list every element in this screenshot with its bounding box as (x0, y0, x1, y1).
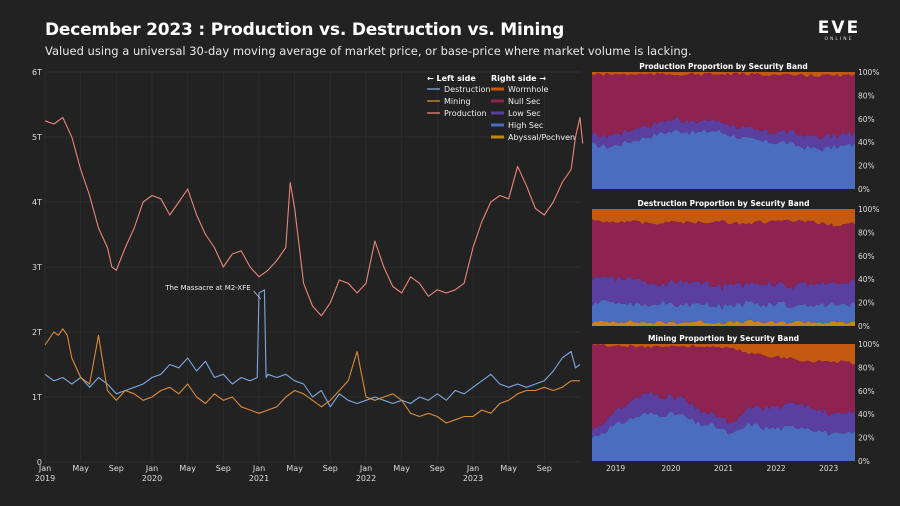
logo-text: EVE (817, 18, 861, 38)
eve-online-logo: EVE ONLINE (812, 18, 866, 43)
panel-x-tick-label: 2021 (714, 464, 733, 473)
panel-y-tick-label: 0% (858, 457, 870, 466)
proportion-panel: Destruction Proportion by Security Band 0… (592, 199, 879, 331)
x-tick-label: May (72, 464, 89, 473)
legend-left-header: ← Left side (427, 74, 476, 83)
series-line-mining (44, 328, 580, 424)
chart-legend: ← Left side Right side →Destruction Mining… (427, 74, 575, 142)
area-band-low-sec (592, 390, 855, 438)
x-tick-label: Jan (145, 464, 158, 473)
panel-y-tick-label: 20% (858, 299, 875, 308)
legend-label: Mining (444, 97, 471, 106)
annotation-arrow (253, 290, 261, 300)
area-band-null-sec (592, 344, 855, 431)
y-tick-label: 2T (32, 328, 42, 337)
panel-title: Destruction Proportion by Security Band (638, 199, 810, 208)
x-tick-label: Jan (38, 464, 51, 473)
y-tick-label: 0 (37, 458, 42, 467)
x-tick-label: Sep (216, 464, 231, 473)
panel-y-tick-label: 80% (858, 91, 875, 100)
y-tick-label: 5T (32, 133, 42, 142)
x-tick-label: May (286, 464, 303, 473)
x-tick-label: May (393, 464, 410, 473)
x-tick-label: Jan (252, 464, 265, 473)
x-tick-label: Sep (430, 464, 445, 473)
annotation-label: The Massacre at M2-XFE (164, 284, 250, 292)
legend-label: Destruction (444, 85, 490, 94)
panel-y-tick-label: 60% (858, 115, 875, 124)
panel-title: Mining Proportion by Security Band (648, 334, 799, 343)
x-tick-label: Sep (323, 464, 338, 473)
panel-y-tick-label: 40% (858, 275, 875, 284)
legend-label: Low Sec (508, 109, 541, 118)
y-tick-label: 4T (32, 198, 42, 207)
panel-y-tick-label: 80% (858, 228, 875, 237)
y-tick-label: 1T (32, 393, 42, 402)
logo-subtext: ONLINE (824, 37, 854, 42)
panel-y-tick-label: 20% (858, 162, 875, 171)
panel-y-tick-label: 40% (858, 410, 875, 419)
x-tick-label: May (500, 464, 517, 473)
area-band-null-sec (592, 72, 855, 139)
area-band-wormhole (592, 209, 855, 227)
x-tick-label: Jan (359, 464, 372, 473)
area-band-high-sec (592, 411, 855, 461)
panel-title: Production Proportion by Security Band (639, 62, 808, 71)
area-band-abyssal (592, 319, 855, 326)
legend-label: High Sec (508, 121, 543, 130)
x-tick-year-label: 2021 (249, 474, 269, 483)
legend-right-header: Right side → (491, 74, 546, 83)
x-tick-label: Sep (109, 464, 124, 473)
legend-label: Abyssal/Pochven (508, 133, 575, 142)
legend-label: Wormhole (508, 85, 548, 94)
area-band-low-sec (592, 116, 855, 152)
panel-x-tick-label: 2019 (606, 464, 625, 473)
panel-y-tick-label: 0% (858, 322, 870, 331)
legend-label: Production (444, 109, 487, 118)
x-tick-label: Jan (466, 464, 479, 473)
panel-x-tick-label: 2020 (661, 464, 680, 473)
x-tick-year-label: 2020 (142, 474, 162, 483)
panel-y-tick-label: 80% (858, 363, 875, 372)
series-line-production (44, 116, 584, 317)
panel-x-tick-label: 2022 (767, 464, 786, 473)
panel-y-tick-label: 60% (858, 387, 875, 396)
area-band-high-sec (592, 129, 855, 189)
panel-x-tick-label: 2023 (819, 464, 838, 473)
legend-label: Null Sec (508, 97, 540, 106)
area-band-low-sec (592, 275, 855, 310)
chart-subtitle: Valued using a universal 30-day moving a… (45, 44, 692, 58)
area-band-wormhole (592, 344, 855, 365)
x-tick-year-label: 2019 (35, 474, 55, 483)
x-tick-label: May (179, 464, 196, 473)
panel-y-tick-label: 100% (858, 68, 879, 77)
chart-title: December 2023 : Production vs. Destructi… (45, 20, 565, 40)
panel-y-tick-label: 40% (858, 138, 875, 147)
x-tick-year-label: 2022 (356, 474, 376, 483)
panel-y-tick-label: 0% (858, 185, 870, 194)
proportion-panel: Mining Proportion by Security Band 0% 20% 4… (592, 334, 879, 473)
panel-y-tick-label: 100% (858, 205, 879, 214)
x-tick-label: Sep (537, 464, 552, 473)
proportion-panel: Production Proportion by Security Band 0%… (592, 62, 879, 194)
y-tick-label: 6T (32, 68, 42, 77)
panel-y-tick-label: 20% (858, 434, 875, 443)
y-tick-label: 3T (32, 263, 42, 272)
panel-y-tick-label: 100% (858, 340, 879, 349)
x-tick-year-label: 2023 (463, 474, 483, 483)
area-band-wormhole (592, 72, 855, 78)
area-band-high-sec (592, 299, 855, 325)
series-line-destruction (44, 289, 581, 408)
panel-y-tick-label: 60% (858, 252, 875, 261)
area-band-null-sec (592, 219, 855, 291)
